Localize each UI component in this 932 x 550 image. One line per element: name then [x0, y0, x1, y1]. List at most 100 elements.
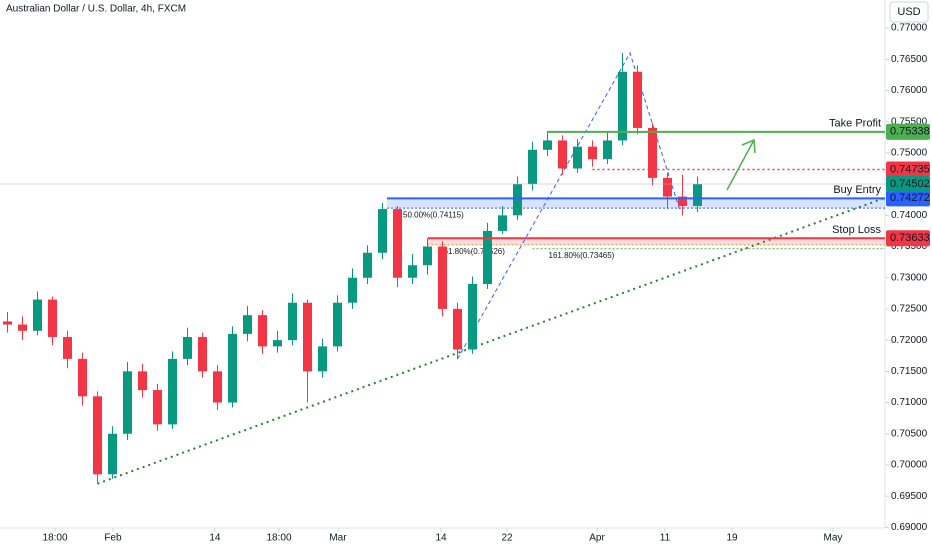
y-tick-label: 0.73500	[891, 241, 928, 252]
price-tag-label: 0.74502	[890, 178, 930, 190]
candle-body	[543, 140, 552, 150]
currency-label[interactable]: USD	[897, 6, 920, 18]
y-tick-label: 0.71500	[891, 366, 928, 377]
x-tick-label: Mar	[329, 533, 347, 544]
fib-label: 161.80%(0.73465)	[549, 251, 615, 260]
y-tick-label: 0.74000	[891, 210, 928, 221]
x-tick-label: Feb	[104, 533, 122, 544]
chart-title: Australian Dollar / U.S. Dollar, 4h, FXC…	[6, 4, 186, 15]
candle-body	[18, 324, 27, 331]
x-tick-label: 14	[435, 533, 447, 544]
x-tick-label: Apr	[589, 533, 605, 544]
candle-body	[663, 177, 672, 197]
candle-body	[363, 252, 372, 278]
currency-button[interactable]	[889, 1, 929, 23]
y-tick-label: 0.70000	[891, 460, 928, 471]
candle-body	[513, 184, 522, 216]
candle-body	[288, 302, 297, 341]
candle-body	[48, 299, 57, 338]
price-tag	[886, 190, 930, 207]
candle-body	[528, 149, 537, 185]
x-tick-label: 14	[209, 533, 221, 544]
x-tick-label: 22	[501, 533, 513, 544]
candle-body	[438, 246, 447, 309]
y-tick-label: 0.75000	[891, 148, 928, 159]
y-tick-label: 0.72000	[891, 335, 928, 346]
candle-body	[573, 146, 582, 169]
candle-body	[258, 315, 267, 347]
candle-body	[63, 337, 72, 359]
candle-body	[108, 433, 117, 475]
candle-body	[93, 396, 102, 475]
candle-body	[468, 283, 477, 350]
candle-body	[378, 209, 387, 253]
fib-label: 61.80%(0.73526)	[444, 247, 506, 256]
price-tag-label: 0.73633	[890, 232, 930, 244]
candle-body	[333, 302, 342, 347]
candle-body	[228, 333, 237, 403]
candle-body	[198, 337, 207, 372]
price-tag	[886, 230, 930, 247]
y-tick-label: 0.70500	[891, 428, 928, 439]
price-tag	[886, 123, 930, 140]
candle-body	[453, 308, 462, 350]
y-tick-label: 0.69500	[891, 491, 928, 502]
pattern-line	[457, 51, 680, 360]
candle-body	[393, 209, 402, 278]
candle-body	[348, 277, 357, 303]
candle-body	[243, 315, 252, 334]
zone	[387, 198, 885, 209]
x-tick-label: May	[823, 533, 842, 544]
candle-body	[498, 215, 507, 231]
candle-body	[693, 184, 702, 206]
price-tag-label: 0.74735	[890, 163, 930, 175]
level-label: Buy Entry	[833, 184, 881, 196]
candle-body	[558, 140, 567, 169]
x-tick-label: 18:00	[266, 533, 291, 544]
candle-body	[183, 337, 192, 359]
price-tag-label: 0.75338	[890, 126, 930, 138]
x-tick-label: 11	[660, 533, 671, 544]
arrow	[726, 139, 755, 191]
level-label: Take Profit	[829, 118, 881, 130]
candle-body	[483, 230, 492, 284]
y-tick-label: 0.76000	[891, 85, 928, 96]
candle-body	[78, 358, 87, 397]
candle-body	[273, 340, 282, 347]
candle-body	[423, 246, 432, 266]
y-tick-label: 0.69000	[891, 522, 928, 533]
candle-body	[408, 265, 417, 278]
candle-body	[588, 146, 597, 160]
y-tick-label: 0.77000	[891, 23, 928, 34]
candle-body	[213, 371, 222, 403]
candle-body	[678, 196, 687, 206]
candle-body	[303, 302, 312, 372]
price-tag-label: 0.74272	[890, 192, 930, 204]
level-label: Stop Loss	[832, 224, 881, 236]
candle-body	[633, 71, 642, 128]
y-tick-label: 0.76500	[891, 54, 928, 65]
y-tick-label: 0.72500	[891, 304, 928, 315]
price-tag	[886, 161, 930, 178]
candle-body	[153, 390, 162, 425]
candle-body	[33, 299, 42, 331]
candle-body	[618, 71, 627, 141]
candle-body	[648, 127, 657, 178]
y-tick-label: 0.73000	[891, 272, 928, 283]
candle-body	[603, 140, 612, 160]
candle-body	[3, 321, 12, 325]
candle-body	[138, 371, 147, 391]
price-tag	[886, 175, 930, 192]
y-tick-label: 0.75500	[891, 116, 928, 127]
zone	[427, 238, 885, 245]
arrow-head	[741, 138, 756, 154]
y-tick-label: 0.71000	[891, 397, 928, 408]
x-tick-label: 18:00	[43, 533, 68, 544]
x-tick-label: 19	[726, 533, 738, 544]
candle-body	[123, 371, 132, 434]
fib-label: 50.00%(0.74115)	[403, 210, 464, 219]
trendline	[97, 196, 886, 485]
candle-body	[168, 358, 177, 425]
